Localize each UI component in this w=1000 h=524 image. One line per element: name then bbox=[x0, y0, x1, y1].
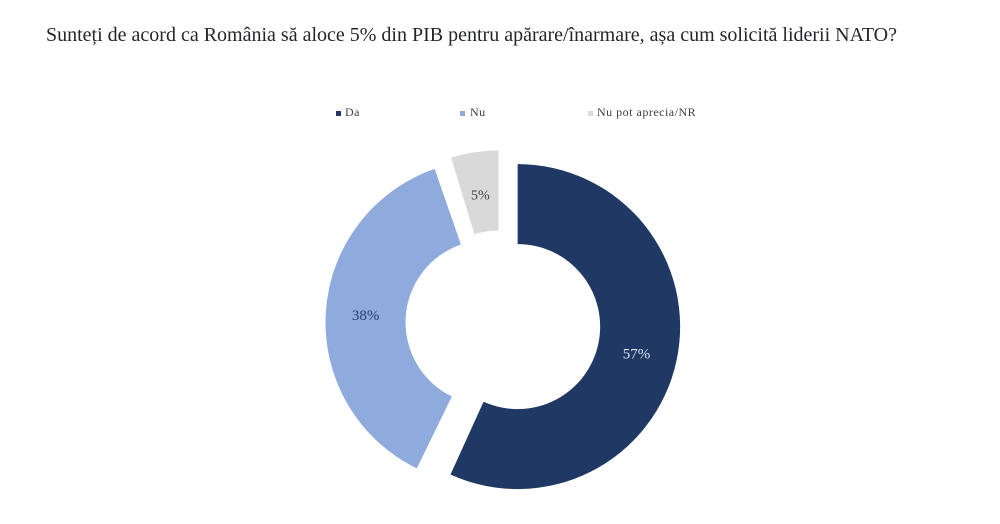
svg-text:5%: 5% bbox=[471, 189, 490, 204]
svg-text:57%: 57% bbox=[623, 347, 651, 363]
svg-text:38%: 38% bbox=[352, 308, 380, 324]
